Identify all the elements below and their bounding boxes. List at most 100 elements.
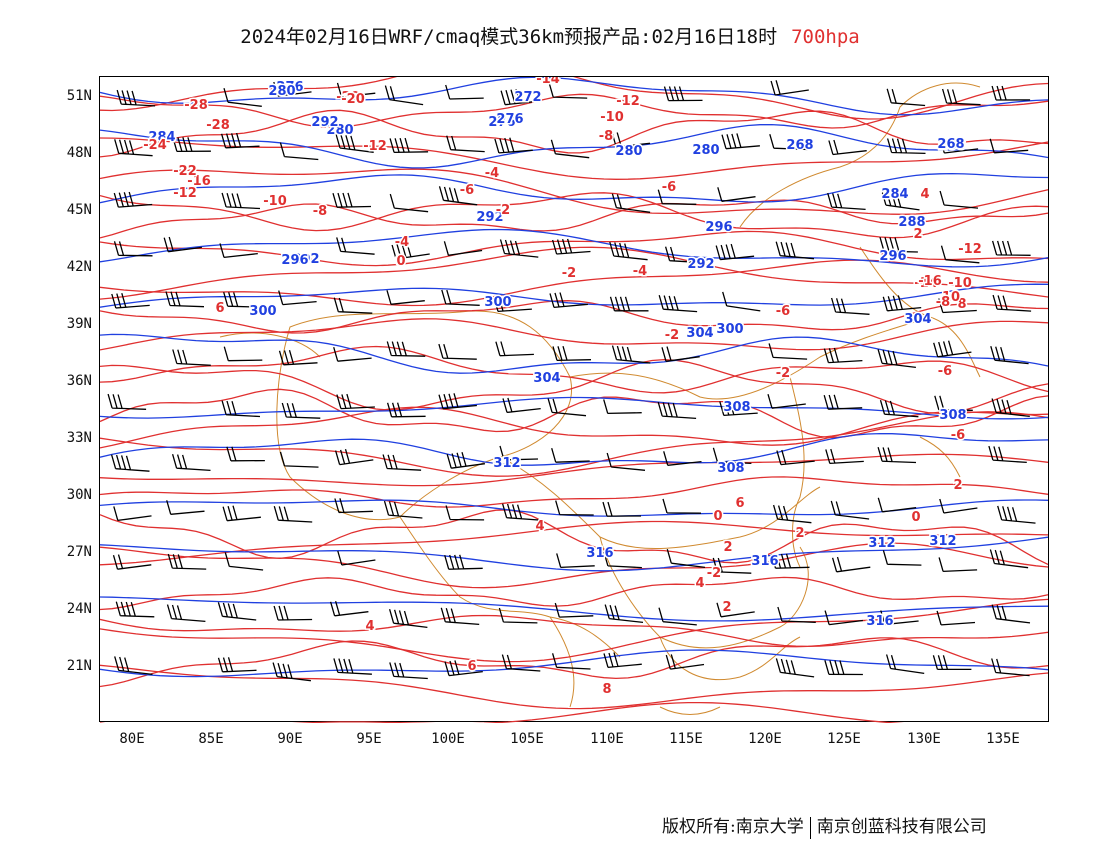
wind-barb: [165, 291, 205, 308]
temperature-contour: [100, 246, 1049, 300]
wind-barb: [273, 81, 312, 97]
wind-barb: [934, 395, 973, 411]
contour-label: 2: [953, 478, 962, 493]
contour-label: 2: [723, 540, 732, 555]
lat-tick-label: 45N: [66, 202, 92, 218]
lat-tick-label: 24N: [66, 601, 92, 617]
wind-barb: [989, 549, 1029, 569]
wind-barb: [382, 454, 422, 471]
contour-label: -14: [914, 276, 938, 291]
temperature-contour: [100, 358, 1049, 415]
contour-label: 0: [396, 254, 405, 269]
wind-barb: [113, 506, 152, 522]
wind-barb: [438, 343, 477, 360]
wind-barb: [939, 138, 979, 154]
temperature-contour: [100, 453, 1049, 487]
wind-barb: [445, 84, 484, 100]
temperature-contour: [100, 109, 1049, 158]
wind-barb: [167, 553, 207, 570]
contour-label: -16: [187, 174, 211, 189]
temperature-contour: [100, 411, 1049, 477]
temperature-contour: [100, 259, 1049, 307]
geopotential-contour: [100, 77, 1049, 116]
title-pressure-level: 700hpa: [791, 26, 860, 48]
contour-label: 2: [722, 600, 731, 615]
wind-barb: [386, 402, 426, 418]
contour-label: 292: [687, 257, 714, 272]
wind-barb: [991, 85, 1031, 101]
wind-barb: [658, 295, 698, 313]
contour-label: -4: [485, 166, 499, 181]
contour-label: 2: [795, 526, 804, 541]
lon-tick-label: 115E: [669, 731, 703, 747]
wind-barb: [332, 192, 372, 208]
temperature-contour: [100, 664, 1049, 710]
wind-barb: [112, 554, 152, 570]
wind-barb: [716, 602, 755, 618]
contour-label: -2: [776, 366, 790, 381]
wind-barb: [824, 610, 863, 626]
wind-barb: [882, 295, 922, 312]
lat-tick-label: 21N: [66, 658, 92, 674]
temperature-contour: [100, 406, 1049, 449]
wind-barb: [877, 447, 917, 464]
wind-barb: [882, 550, 922, 566]
wind-barb: [770, 80, 809, 96]
wind-barb: [658, 607, 697, 626]
lon-tick-label: 120E: [748, 731, 782, 747]
contour-label: -2: [496, 203, 510, 218]
wind-barb: [550, 139, 590, 159]
wind-barb: [334, 449, 374, 466]
geopotential-contour: [100, 432, 1049, 466]
wind-barb: [886, 138, 926, 155]
contour-label: -10: [600, 110, 624, 125]
wind-barb: [830, 500, 870, 520]
wind-barb: [501, 503, 541, 521]
chart-title: 2024年02月16日WRF/cmaq模式36km预报产品:02月16日18时 7…: [0, 22, 1100, 49]
wind-barb: [767, 394, 806, 409]
wind-barb: [721, 133, 760, 150]
contour-label: -28: [184, 98, 208, 113]
wind-barb: [223, 88, 262, 107]
contour-label: 276: [276, 80, 303, 95]
contour-label: 304: [904, 312, 931, 327]
company-name: 南京创蓝科技有限公司: [816, 817, 987, 837]
wind-barb: [389, 193, 429, 213]
wind-barb: [886, 88, 926, 107]
wind-barb: [940, 245, 980, 264]
wind-barb: [603, 399, 642, 415]
wind-barb: [663, 451, 702, 466]
wind-barb: [278, 290, 317, 306]
wind-barb: [661, 346, 700, 362]
weather-map: 284 276 272 276 280 280 280 268 284 288 292 296 288 2…: [99, 76, 1049, 723]
boundary-line: [499, 456, 821, 549]
lon-tick-label: 105E: [510, 731, 544, 747]
footer: 版权所有:南京大学 南京创蓝科技有限公司: [662, 812, 987, 839]
contour-label: -6: [938, 364, 952, 379]
lat-tick-label: 30N: [66, 487, 92, 503]
contour-label: -10: [263, 194, 287, 209]
wind-barb: [114, 656, 153, 676]
wind-barb: [877, 349, 916, 369]
wind-barb: [333, 297, 373, 314]
wind-barb: [499, 239, 539, 258]
contour-label: -12: [173, 186, 197, 201]
contour-label: 280: [268, 84, 295, 99]
wind-barb: [495, 341, 534, 357]
wind-barb: [823, 347, 863, 364]
wind-barb: [115, 601, 155, 618]
wind-barb: [273, 506, 313, 523]
wind-barb: [498, 607, 538, 624]
wind-barb: [443, 241, 483, 256]
wind-barb: [438, 186, 478, 206]
wind-barb: [556, 553, 595, 569]
wind-barb: [611, 132, 651, 148]
title-main: 2024年02月16日WRF/cmaq模式36km预报产品:02月16日18时: [240, 26, 778, 48]
temperature-contour: [100, 637, 1049, 688]
contour-label: 276: [496, 112, 523, 127]
contour-label: 316: [586, 546, 613, 561]
contour-label: 308: [717, 461, 744, 476]
contour-label: -14: [536, 77, 560, 87]
contour-label: -12: [616, 94, 640, 109]
wind-barb: [171, 454, 211, 472]
